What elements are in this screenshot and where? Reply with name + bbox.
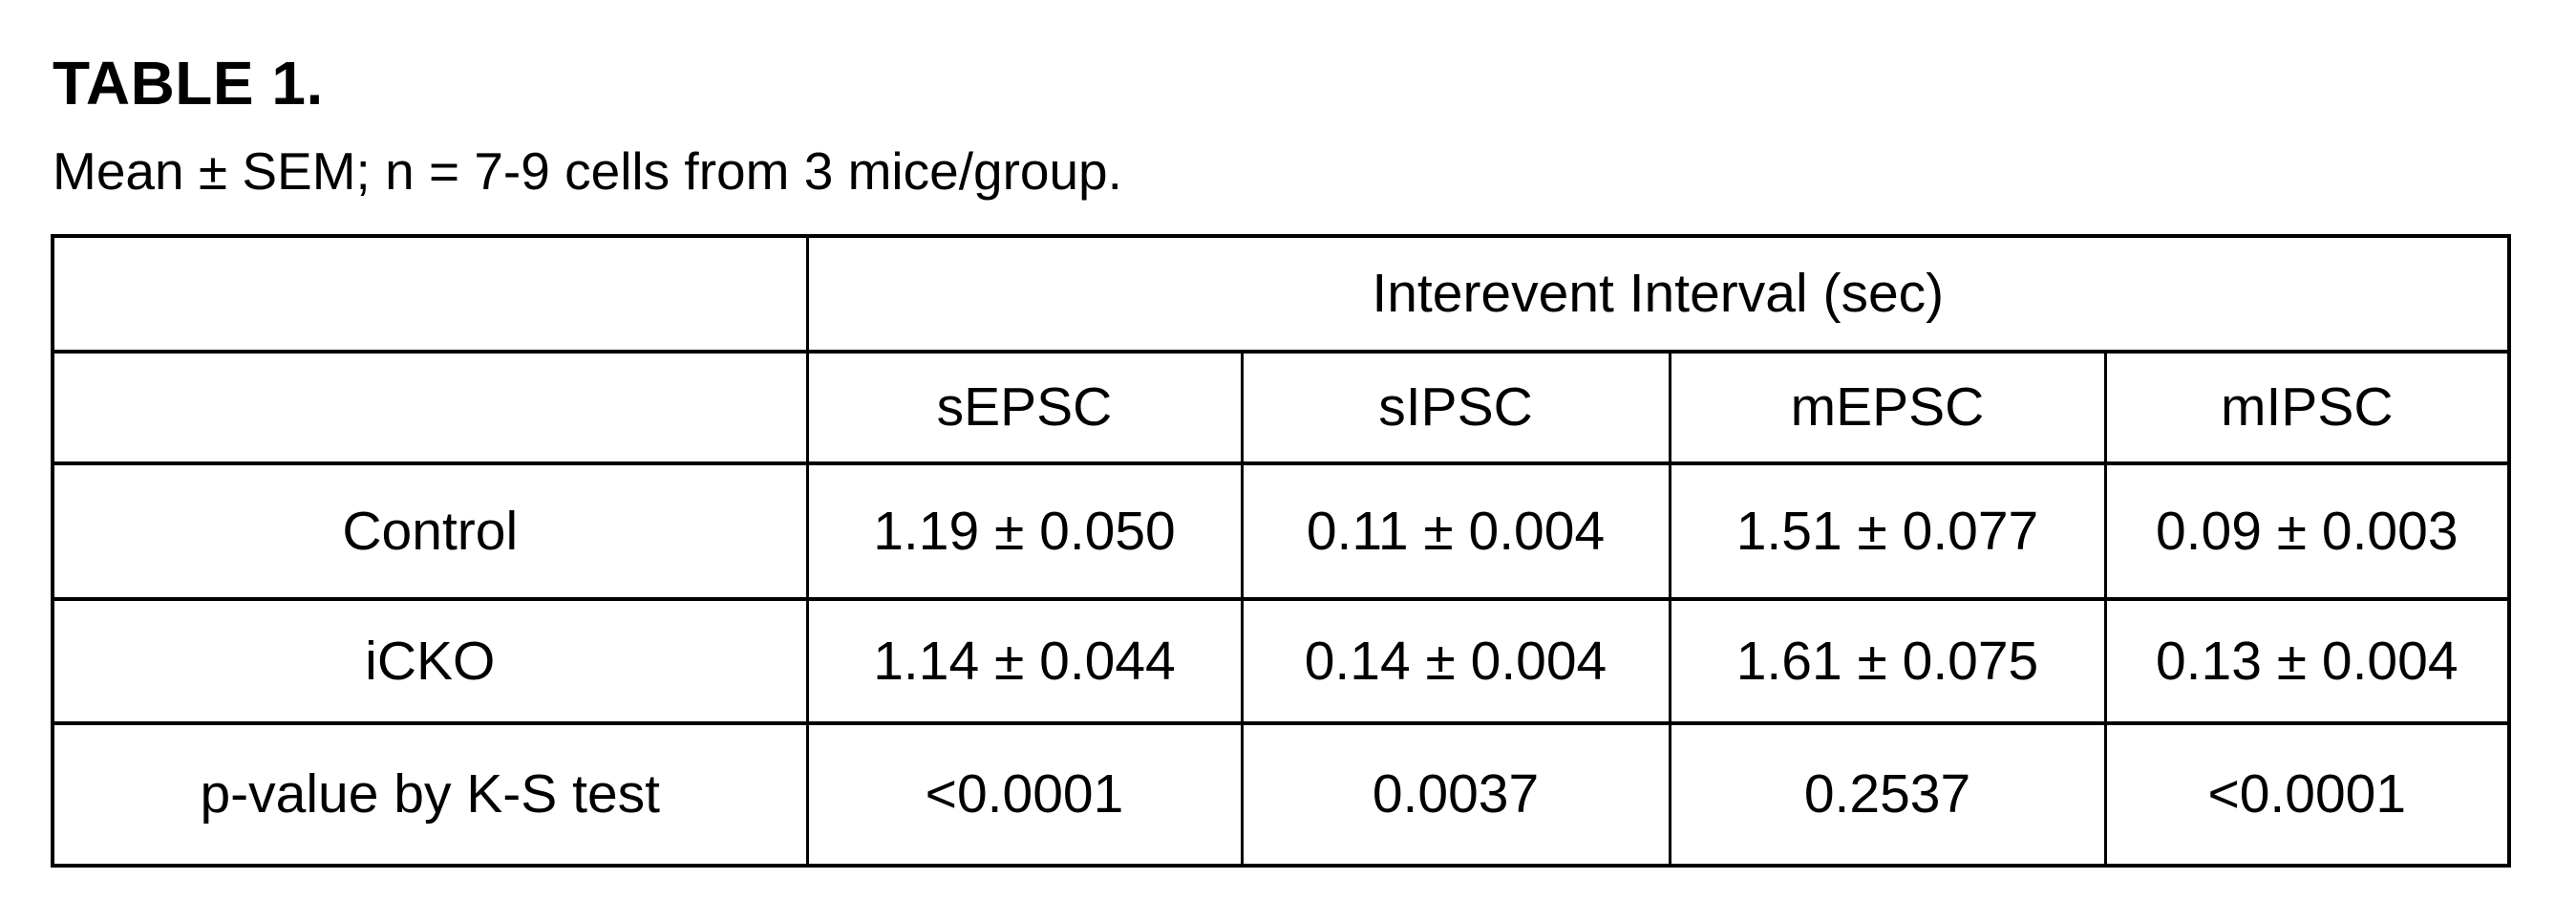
cell-control-sipsc: 0.11 ± 0.004 — [1240, 461, 1671, 601]
column-header-mepsc: mEPSC — [1668, 350, 2107, 465]
cell-pvalue-mepsc: 0.2537 — [1668, 721, 2107, 868]
column-header-mipsc: mIPSC — [2103, 350, 2511, 465]
column-header-sipsc: sIPSC — [1240, 350, 1671, 465]
table-row-pvalue: p-value by K-S test <0.0001 0.0037 0.253… — [51, 721, 2511, 868]
row-label-icko: iCKO — [51, 597, 809, 725]
row-label-pvalue: p-value by K-S test — [51, 721, 809, 868]
cell-control-mipsc: 0.09 ± 0.003 — [2103, 461, 2511, 601]
cell-control-sepsc: 1.19 ± 0.050 — [805, 461, 1244, 601]
table-caption: Mean ± SEM; n = 7-9 cells from 3 mice/gr… — [53, 141, 1122, 201]
table-row-column-headers: sEPSC sIPSC mEPSC mIPSC — [51, 350, 2511, 465]
table-title: TABLE 1. — [53, 49, 324, 118]
cell-icko-mipsc: 0.13 ± 0.004 — [2103, 597, 2511, 725]
table-row-group-header: Interevent Interval (sec) — [51, 234, 2511, 354]
data-table: Interevent Interval (sec) sEPSC sIPSC mE… — [51, 234, 2512, 868]
row-label-control: Control — [51, 461, 809, 601]
corner-cell-bottom — [51, 350, 809, 465]
group-header-cell: Interevent Interval (sec) — [805, 234, 2511, 354]
cell-pvalue-sepsc: <0.0001 — [805, 721, 1244, 868]
cell-icko-sipsc: 0.14 ± 0.004 — [1240, 597, 1671, 725]
column-header-sepsc: sEPSC — [805, 350, 1244, 465]
cell-pvalue-sipsc: 0.0037 — [1240, 721, 1671, 868]
cell-icko-sepsc: 1.14 ± 0.044 — [805, 597, 1244, 725]
cell-pvalue-mipsc: <0.0001 — [2103, 721, 2511, 868]
cell-control-mepsc: 1.51 ± 0.077 — [1668, 461, 2107, 601]
cell-icko-mepsc: 1.61 ± 0.075 — [1668, 597, 2107, 725]
table-row-control: Control 1.19 ± 0.050 0.11 ± 0.004 1.51 ±… — [51, 461, 2511, 601]
corner-cell-top — [51, 234, 809, 354]
table-row-icko: iCKO 1.14 ± 0.044 0.14 ± 0.004 1.61 ± 0.… — [51, 597, 2511, 725]
